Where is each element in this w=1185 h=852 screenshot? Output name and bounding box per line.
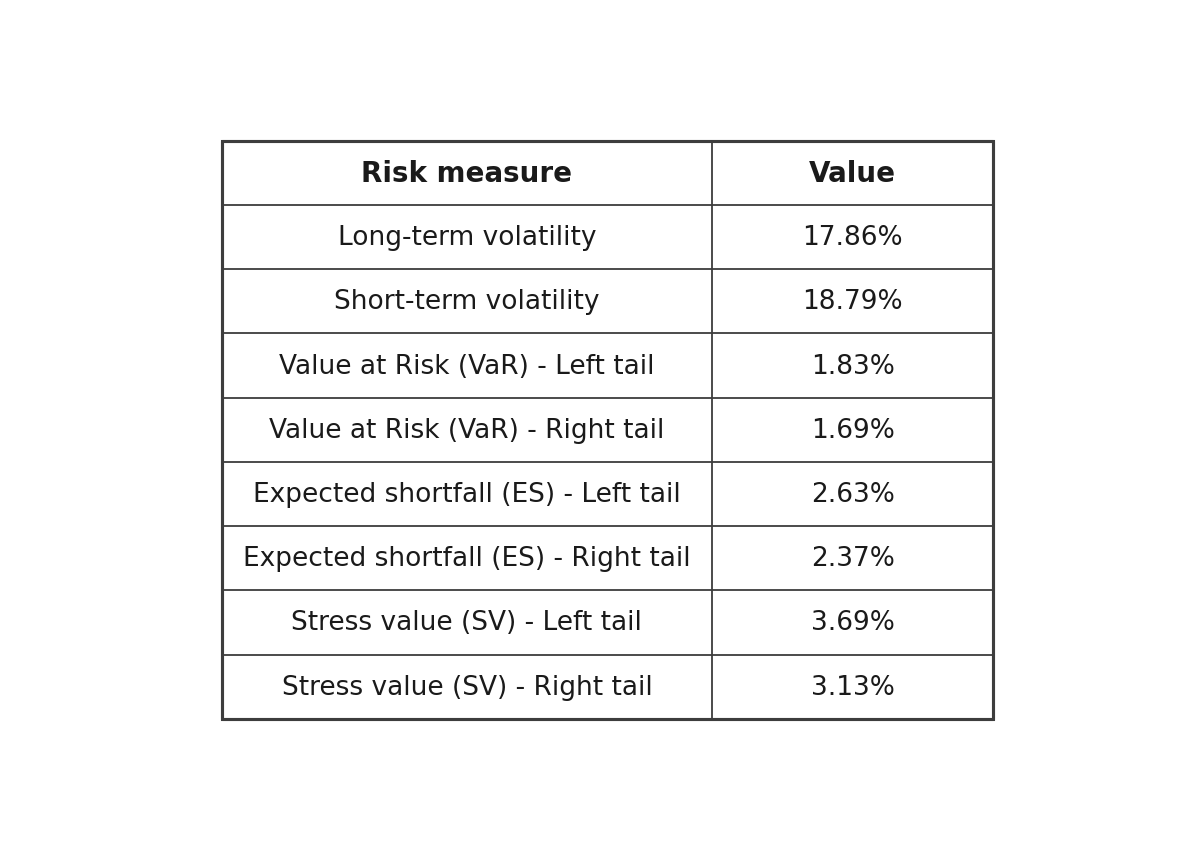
Text: 2.63%: 2.63%: [811, 481, 895, 508]
Text: Expected shortfall (ES) - Right tail: Expected shortfall (ES) - Right tail: [243, 545, 691, 572]
Text: 3.13%: 3.13%: [811, 674, 895, 699]
Text: Value: Value: [809, 159, 896, 187]
Text: Stress value (SV) - Right tail: Stress value (SV) - Right tail: [282, 674, 652, 699]
Text: 2.37%: 2.37%: [811, 545, 895, 572]
Text: 17.86%: 17.86%: [802, 225, 903, 250]
Text: 1.83%: 1.83%: [811, 353, 895, 379]
Bar: [222, 141, 993, 719]
Text: Value at Risk (VaR) - Right tail: Value at Risk (VaR) - Right tail: [269, 417, 665, 443]
Text: 1.69%: 1.69%: [811, 417, 895, 443]
Text: 18.79%: 18.79%: [802, 289, 903, 315]
Text: Stress value (SV) - Left tail: Stress value (SV) - Left tail: [292, 610, 642, 636]
Text: Long-term volatility: Long-term volatility: [338, 225, 596, 250]
Text: Short-term volatility: Short-term volatility: [334, 289, 600, 315]
Text: Expected shortfall (ES) - Left tail: Expected shortfall (ES) - Left tail: [254, 481, 681, 508]
Text: Risk measure: Risk measure: [361, 159, 572, 187]
Text: 3.69%: 3.69%: [811, 610, 895, 636]
Text: Value at Risk (VaR) - Left tail: Value at Risk (VaR) - Left tail: [280, 353, 654, 379]
